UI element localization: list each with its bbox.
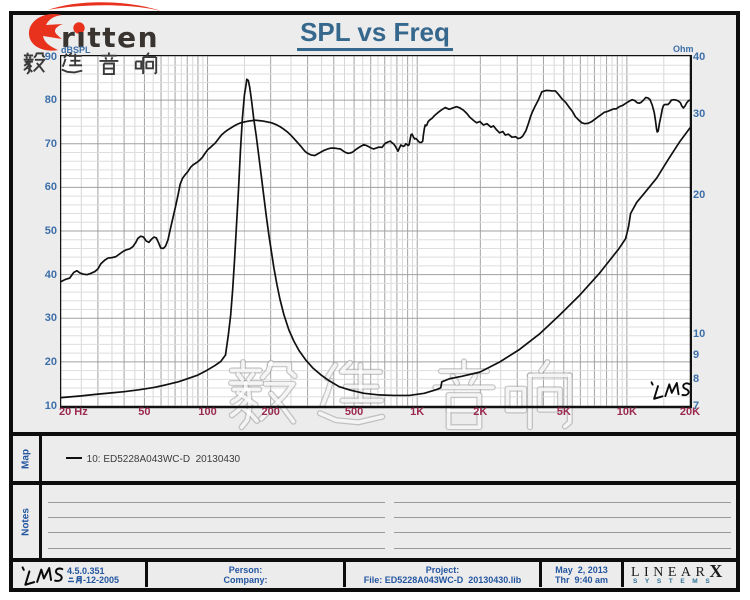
legend-text: 10: ED5228A043WC-D 20130430: [86, 454, 241, 465]
y-left-tick: 90: [44, 50, 57, 63]
footer-bar: 4.5.0.351 -12-2005 Person: Company: Proj…: [13, 562, 736, 587]
watermark-cjk-text: [228, 358, 573, 431]
linearx-logo: LINEARX SYSTEMS: [631, 561, 723, 585]
y-left-tick: 20: [44, 355, 57, 368]
project-label: Project:: [425, 565, 460, 575]
y-right-tick: 10: [693, 328, 706, 341]
y-left-axis-title: dBSPL: [61, 45, 91, 55]
y-left-tick: 50: [44, 225, 57, 237]
note-line: [48, 502, 385, 503]
footer-linearx-cell: LINEARX SYSTEMS: [624, 562, 736, 587]
x-axis-tick: 500: [344, 406, 364, 418]
y-right-tick: 7: [693, 399, 700, 412]
x-axis-tick: 200: [261, 406, 280, 418]
note-line: [394, 532, 731, 534]
y-left-tick: 60: [44, 181, 57, 194]
lms-logo-icon: [21, 566, 64, 586]
map-panel-label: Map: [13, 436, 42, 481]
note-line: [394, 517, 731, 519]
y-left-tick: 30: [44, 312, 57, 325]
y-left-tick: 10: [44, 399, 57, 412]
y-right-tick: 9: [693, 349, 700, 362]
notes-panel: Notes: [13, 485, 736, 558]
brand-logo: rıtten: [18, 0, 188, 54]
note-line: [48, 517, 385, 519]
y-right-tick: 40: [693, 50, 706, 63]
x-axis-tick: 2K: [473, 406, 488, 418]
y-left-tick: 70: [44, 137, 57, 150]
footer-datetime-cell: May 2, 2013 Thr 9:40 am: [542, 562, 624, 587]
y-right-axis-title: Ohm: [673, 44, 694, 54]
app-version: 4.5.0.351: [67, 566, 105, 576]
y-right-tick: 8: [693, 372, 700, 385]
person-label: Person:: [228, 565, 263, 575]
footer-project-cell: Project: File: ED5228A043WC-D 20130430.l…: [346, 562, 542, 587]
y-right-tick: 20: [693, 189, 706, 202]
x-axis-tick: 5K: [556, 406, 571, 418]
spl-vs-freq-chart: [60, 55, 692, 431]
legend-line-swatch: [65, 457, 82, 460]
y-left-tick: 40: [44, 268, 57, 281]
company-label: Company:: [223, 575, 268, 585]
note-line: [48, 532, 385, 534]
y-left-tick: 80: [44, 94, 57, 107]
brand-e-swoosh-icon: [28, 2, 161, 51]
x-axis-tick: 50: [138, 406, 151, 418]
note-line: [394, 502, 731, 503]
brand-text: rıtten: [61, 21, 160, 54]
footer-date: May 2, 2013: [555, 565, 608, 575]
x-axis-tick: 10K: [616, 406, 637, 418]
footer-person-cell: Person: Company:: [148, 562, 346, 587]
chart-map-separator: [13, 432, 736, 436]
note-line: [394, 547, 731, 549]
notes-footer-separator: [13, 558, 736, 562]
x-axis-tick: 1K: [410, 406, 425, 418]
note-line: [48, 547, 385, 549]
y-right-tick: 30: [693, 108, 706, 121]
chart-legend: 10: ED5228A043WC-D 20130430: [49, 443, 240, 476]
app-build-date: -12-2005: [67, 576, 119, 585]
file-label: File: ED5228A043WC-D 20130430.lib: [363, 575, 522, 585]
footer-app-cell: 4.5.0.351 -12-2005: [13, 562, 148, 587]
x-axis-tick: 100: [198, 406, 217, 418]
notes-panel-label: Notes: [13, 485, 42, 558]
page-title: SPL vs Freq: [0, 17, 750, 51]
x-axis-tick: 20K: [679, 406, 701, 418]
footer-time: Thr 9:40 am: [554, 575, 609, 585]
map-panel: Map 10: ED5228A043WC-D 20130430: [13, 436, 736, 485]
header-cjk-text: [23, 52, 158, 76]
x-axis-tick: 20 Hz: [59, 406, 88, 418]
